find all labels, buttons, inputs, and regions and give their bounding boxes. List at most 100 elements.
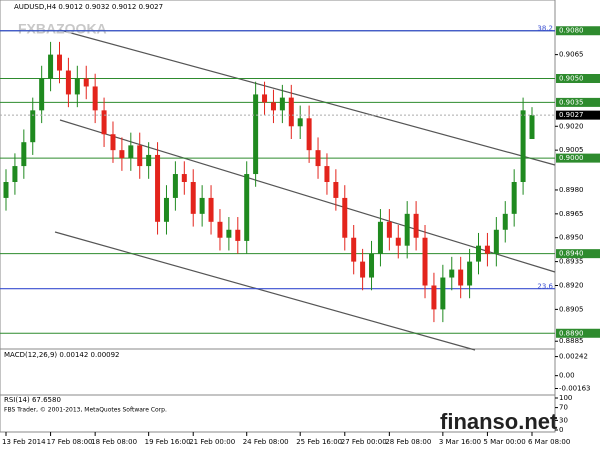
candle-body [511, 182, 517, 214]
y-tick-label: 0.8885 [559, 337, 584, 345]
candle-body [502, 213, 508, 230]
level-box [556, 249, 600, 259]
last-price-box [556, 110, 600, 120]
x-tick-label: 24 Feb 08:00 [243, 438, 289, 446]
candle-body [440, 277, 446, 310]
x-tick-label: 28 Feb 08:00 [385, 438, 431, 446]
y-tick-label: 100 [559, 394, 572, 402]
candle-body [386, 221, 392, 238]
x-tick-label: 5 Mar 00:00 [483, 438, 525, 446]
candle-body [48, 54, 54, 79]
candle-body [395, 237, 401, 246]
candle-body [377, 221, 383, 254]
candle-body [253, 94, 259, 175]
candle-body [208, 197, 214, 222]
x-tick-label: 13 Feb 2014 [2, 438, 46, 446]
level-label: 0.8940 [559, 250, 584, 258]
y-tick-label: 0.00242 [559, 353, 588, 361]
rsi-title: RSI(14) 67.6580 [4, 396, 61, 404]
candle-body [226, 229, 232, 238]
level-box [556, 328, 600, 338]
candle-body [12, 166, 18, 182]
candle-body [21, 142, 27, 167]
candle-body [476, 245, 482, 262]
candle-body [315, 150, 321, 167]
candle-body [30, 110, 36, 143]
candle-body [110, 134, 116, 151]
candle-body [306, 118, 312, 151]
candle-body [3, 182, 9, 198]
x-tick-label: 3 Mar 16:00 [439, 438, 481, 446]
y-tick-label: 0.8920 [559, 281, 584, 289]
candle-body [279, 97, 285, 111]
y-tick-label: -0.00163 [559, 385, 590, 393]
candle-body [137, 145, 143, 167]
candle-body [351, 237, 357, 262]
last-price-label: 0.9027 [559, 111, 584, 119]
candle-body [493, 229, 499, 254]
level-box [556, 153, 600, 163]
y-tick-label: 0.8950 [559, 234, 584, 242]
level-label: 0.9080 [559, 27, 584, 35]
candle-body [56, 54, 62, 71]
candle-body [199, 197, 205, 214]
candle-body [422, 237, 428, 286]
candle-body [360, 261, 366, 278]
candle-body [74, 78, 80, 95]
candle-body [529, 115, 535, 140]
candle-body [431, 285, 437, 310]
y-tick-label: 0.00 [559, 372, 575, 380]
candle-body [83, 78, 89, 87]
candle-body [181, 174, 187, 182]
y-tick-label: 70 [559, 404, 568, 412]
candle-body [172, 174, 178, 198]
y-tick-label: 0 [559, 426, 563, 434]
level-box [556, 97, 600, 107]
candle-body [467, 261, 473, 286]
x-tick-label: 18 Feb 08:00 [91, 438, 137, 446]
candle-body [369, 253, 375, 278]
x-tick-label: 6 Mar 08:00 [528, 438, 570, 446]
candle-body [65, 70, 71, 95]
candle-body [101, 110, 107, 135]
x-tick-label: 19 Feb 16:00 [145, 438, 191, 446]
trend-line [59, 119, 556, 273]
plot-frame [0, 0, 556, 433]
candle-body [217, 221, 223, 238]
x-tick-label: 17 Feb 08:00 [47, 438, 93, 446]
candle-body [39, 78, 45, 111]
candle-body [262, 94, 268, 103]
watermark: finanso.net [440, 409, 558, 434]
fib-label: 38.2 [537, 25, 553, 33]
candle-body [484, 245, 490, 254]
candle-body [413, 213, 419, 238]
candle-body [324, 166, 330, 182]
candle-body [288, 97, 294, 127]
candle-body [244, 174, 250, 241]
candle-body [270, 102, 276, 111]
candle-body [342, 197, 348, 238]
trend-line [59, 29, 556, 166]
chart-title: AUDUSD,H4 0.9012 0.9032 0.9012 0.9027 [14, 3, 163, 11]
level-label: 0.9035 [559, 98, 584, 106]
footer: FBS Trader, © 2001-2013, MetaQuotes Soft… [4, 407, 167, 414]
candle-body [520, 110, 526, 182]
level-box [556, 74, 600, 84]
candle-body [163, 197, 169, 222]
candle-body [146, 154, 152, 167]
y-tick-label: 0.8965 [559, 210, 584, 218]
level-label: 0.8890 [559, 329, 584, 337]
trend-line [54, 231, 476, 351]
candle-body [235, 229, 241, 241]
candle-body [190, 182, 196, 214]
y-tick-label: 0.8905 [559, 305, 584, 313]
y-tick-label: 0.8935 [559, 258, 584, 266]
y-tick-label: 0.9065 [559, 51, 584, 59]
y-tick-label: 0.9005 [559, 146, 584, 154]
candle-body [128, 145, 134, 159]
watermark: FXBAZOOKA [18, 21, 107, 37]
x-tick-label: 21 Feb 00:00 [189, 438, 235, 446]
candle-body [449, 269, 455, 278]
y-tick-label: 30 [559, 416, 568, 424]
candle-body [119, 150, 125, 159]
